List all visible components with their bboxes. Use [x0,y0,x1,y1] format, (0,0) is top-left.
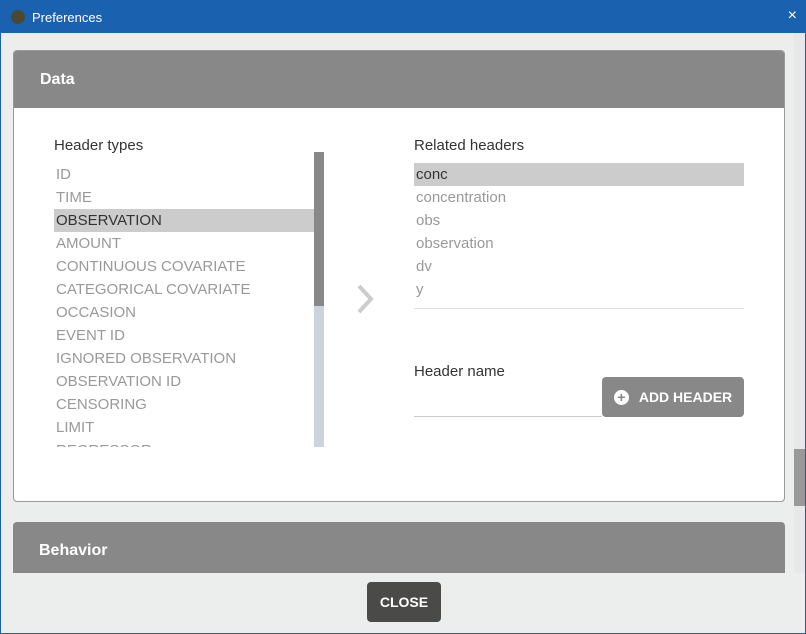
list-item[interactable]: CATEGORICAL COVARIATE [56,281,251,298]
list-item[interactable]: OBSERVATION [54,209,314,232]
close-icon[interactable]: × [787,7,797,24]
close-button[interactable]: CLOSE [367,582,441,622]
list-item[interactable]: concentration [416,189,507,206]
close-label: CLOSE [379,594,429,610]
list-item[interactable]: obs [416,212,441,229]
dialog-scrollbar[interactable] [794,33,805,573]
list-item[interactable]: observation [416,235,494,252]
list-item[interactable]: OBSERVATION ID [56,373,182,390]
list-item[interactable]: CONTINUOUS COVARIATE [56,258,246,275]
list-item[interactable]: AMOUNT [56,235,121,252]
related-headers-list[interactable]: conc concentration obs observation dv y [414,163,744,309]
header-types-list[interactable]: ID TIME OBSERVATION AMOUNT CONTINUOUS COVARI… [54,163,314,447]
behavior-panel-header[interactable]: Behavior [13,522,785,573]
header-types-label: Header types [54,137,144,154]
list-item[interactable]: REGRESSOR [54,439,314,447]
list-item[interactable]: y [416,281,424,298]
list-item[interactable]: CENSORING [56,396,147,413]
list-item[interactable]: LIMIT [56,419,95,436]
list-item[interactable]: EVENT ID [56,327,125,344]
window-title: Preferences [32,10,103,25]
list-item[interactable]: ID [56,166,71,183]
related-headers-label: Related headers [414,137,525,154]
data-panel-header[interactable]: Data [14,51,784,108]
add-header-button[interactable]: + ADD HEADER [602,377,744,417]
dialog-scrollbar-thumb[interactable] [794,449,805,506]
title-bar: Preferences × [1,1,806,33]
plus-circle-icon: + [613,389,629,405]
list-item[interactable]: dv [416,258,432,275]
list-item[interactable]: conc [414,163,744,186]
chevron-right-icon [357,284,374,314]
scrollbar-thumb[interactable] [314,152,324,306]
header-name-input[interactable] [414,381,602,417]
dialog-content: Data Header types ID TIME OBSERVATION AMOUN… [2,33,794,573]
list-item[interactable]: TIME [56,189,92,206]
header-types-scrollbar[interactable] [314,152,324,447]
behavior-panel: Behavior [13,522,785,573]
data-panel: Data Header types ID TIME OBSERVATION AMOUN… [13,50,785,502]
list-item[interactable]: OCCASION [56,304,137,321]
add-header-label: ADD HEADER [638,389,733,405]
app-icon [11,10,25,24]
header-name-label: Header name [414,363,505,380]
list-item[interactable]: IGNORED OBSERVATION [56,350,237,367]
